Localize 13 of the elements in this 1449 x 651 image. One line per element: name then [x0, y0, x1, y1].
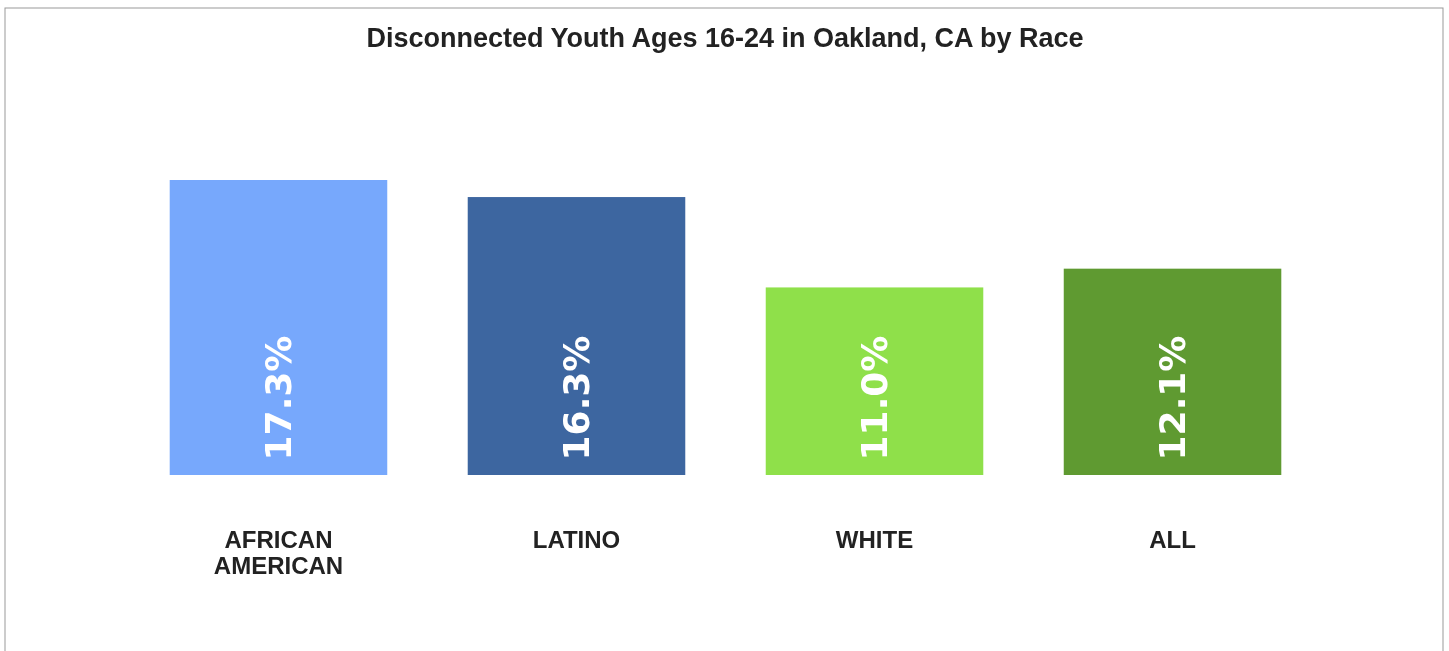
x-tick-label: ALL	[1149, 526, 1196, 553]
bar	[169, 180, 388, 475]
bar	[467, 197, 686, 475]
data-label: 11.0%	[854, 335, 896, 461]
data-label: 16.3%	[555, 335, 597, 461]
x-tick-label: LATINO	[532, 526, 621, 553]
x-tick-label: AFRICAN AMERICAN	[213, 526, 344, 579]
bar	[765, 287, 984, 475]
x-tick-label: WHITE	[835, 526, 914, 553]
data-label: 12.1%	[1152, 335, 1194, 461]
data-label: 17.3%	[257, 335, 299, 461]
chart-title: Disconnected Youth Ages 16-24 in Oakland, CA by Race	[366, 23, 1084, 53]
bar	[1063, 268, 1282, 475]
